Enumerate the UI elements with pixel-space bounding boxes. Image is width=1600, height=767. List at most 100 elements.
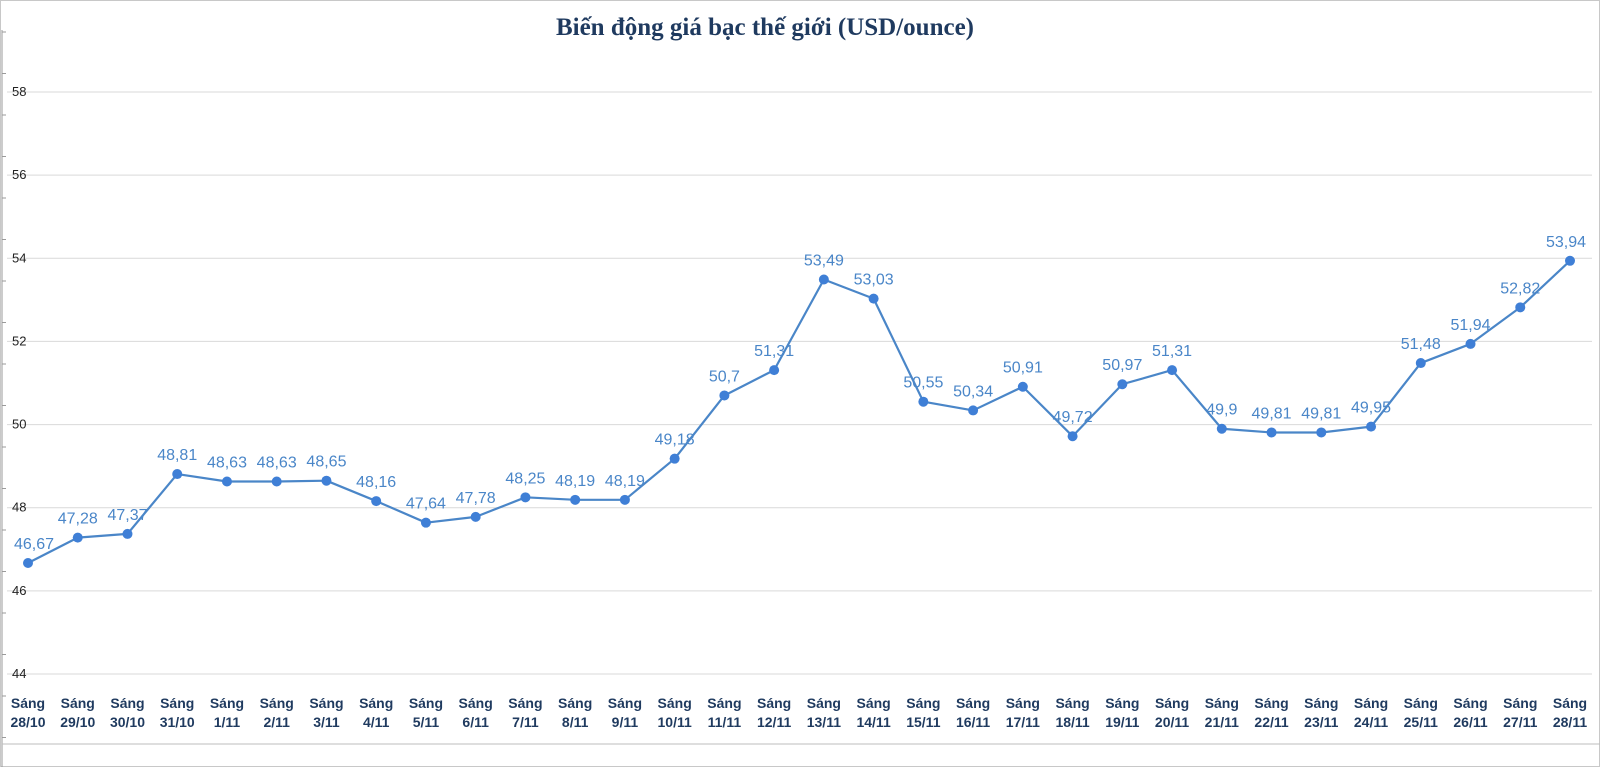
data-point [172, 469, 183, 480]
data-label: 49,81 [1252, 405, 1292, 422]
data-label: 49,9 [1206, 402, 1237, 419]
x-tick-label: Sáng 17/11 [1006, 695, 1040, 730]
x-tick-label: Sáng 5/11 [409, 695, 443, 730]
data-point [1565, 255, 1575, 266]
x-tick-label: Sáng 25/11 [1404, 695, 1438, 730]
data-point [1415, 358, 1426, 369]
x-tick-label: Sáng 12/11 [757, 695, 791, 730]
data-label: 49,72 [1053, 409, 1093, 426]
data-point [1067, 431, 1078, 442]
data-label: 53,03 [854, 272, 894, 289]
x-tick-label: Sáng 8/11 [558, 695, 592, 730]
data-label: 50,55 [903, 375, 943, 392]
x-tick-label: Sáng 21/11 [1205, 695, 1239, 730]
x-tick-label: Sáng 2/11 [260, 695, 294, 730]
data-label: 50,34 [953, 383, 993, 400]
x-tick-label: Sáng 28/10 [10, 695, 45, 730]
x-tick-label: Sáng 4/11 [359, 695, 393, 730]
x-tick-label: Sáng 11/11 [707, 695, 741, 730]
x-tick-label: Sáng 29/10 [60, 695, 95, 730]
data-point [1465, 338, 1476, 349]
data-label: 47,78 [456, 490, 496, 507]
data-label: 47,37 [107, 507, 147, 524]
data-label: 50,7 [709, 368, 740, 385]
data-point [818, 274, 829, 285]
data-label: 51,48 [1401, 336, 1441, 353]
data-point [719, 390, 730, 401]
data-point [1216, 423, 1227, 434]
data-label: 48,19 [555, 473, 595, 490]
data-label: 51,31 [1152, 343, 1192, 360]
data-point [321, 475, 332, 486]
data-point [918, 396, 929, 407]
data-point [470, 511, 481, 522]
data-label: 49,81 [1301, 405, 1341, 422]
x-tick-label: Sáng 3/11 [309, 695, 343, 730]
data-label: 48,63 [257, 455, 297, 472]
data-label: 48,16 [356, 474, 396, 491]
x-tick-label: Sáng 15/11 [906, 695, 940, 730]
x-tick-label: Sáng 7/11 [508, 695, 542, 730]
x-tick-label: Sáng 24/11 [1354, 695, 1388, 730]
data-label: 50,97 [1102, 357, 1142, 374]
data-label: 49,18 [655, 432, 695, 449]
data-point [1366, 421, 1377, 432]
data-point [23, 558, 33, 569]
x-tick-label: Sáng 23/11 [1304, 695, 1338, 730]
y-tick-label: 44 [12, 666, 26, 681]
data-point [1167, 365, 1178, 376]
x-tick-label: Sáng 19/11 [1105, 695, 1139, 730]
x-tick-label: Sáng 22/11 [1254, 695, 1288, 730]
data-label: 52,82 [1500, 280, 1540, 297]
y-tick-label: 46 [12, 583, 26, 598]
y-tick-label: 50 [12, 417, 26, 432]
data-label: 51,94 [1450, 317, 1490, 334]
data-point [371, 496, 382, 507]
data-label: 47,64 [406, 496, 446, 513]
x-tick-label: Sáng 26/11 [1453, 695, 1487, 730]
data-label: 48,63 [207, 455, 247, 472]
x-tick-label: Sáng 20/11 [1155, 695, 1189, 730]
data-label: 48,25 [505, 470, 545, 487]
x-tick-label: Sáng 31/10 [160, 695, 195, 730]
data-point [769, 365, 780, 376]
data-point [1017, 381, 1028, 392]
data-point [72, 532, 83, 543]
data-point [570, 494, 581, 505]
data-point [122, 528, 133, 539]
data-label: 53,49 [804, 252, 844, 269]
data-point [1266, 427, 1277, 438]
data-label: 50,91 [1003, 360, 1043, 377]
x-tick-label: Sáng 14/11 [856, 695, 890, 730]
series-line [27, 259, 1571, 564]
data-point [1117, 379, 1128, 390]
data-point [1515, 302, 1526, 313]
data-point [619, 494, 630, 505]
y-tick-label: 52 [12, 333, 26, 348]
y-tick-label: 54 [12, 250, 26, 265]
x-tick-label: Sáng 27/11 [1503, 695, 1537, 730]
data-point [1316, 427, 1327, 438]
y-tick-label: 56 [12, 167, 26, 182]
x-tick-label: Sáng 18/11 [1055, 695, 1089, 730]
x-tick-label: Sáng 10/11 [658, 695, 692, 730]
data-point [868, 293, 879, 304]
x-tick-label: Sáng 30/10 [110, 695, 145, 730]
y-tick-label: 48 [12, 500, 26, 515]
x-tick-label: Sáng 1/11 [210, 695, 244, 730]
data-point [221, 476, 232, 487]
x-tick-label: Sáng 6/11 [459, 695, 493, 730]
data-point [271, 476, 282, 487]
x-tick-label: Sáng 13/11 [807, 695, 841, 730]
data-label: 48,65 [306, 454, 346, 471]
chart-title: Biến động giá bạc thế giới (USD/ounce) [555, 14, 975, 41]
data-label: 49,95 [1351, 400, 1391, 417]
x-tick-label: Sáng 28/11 [1553, 695, 1587, 730]
data-label: 46,67 [14, 536, 54, 553]
data-label: 48,19 [605, 473, 645, 490]
data-label: 47,28 [58, 511, 98, 528]
data-label: 51,31 [754, 343, 794, 360]
x-tick-label: Sáng 9/11 [608, 695, 642, 730]
x-tick-label: Sáng 16/11 [956, 695, 990, 730]
y-tick-label: 58 [12, 84, 26, 99]
